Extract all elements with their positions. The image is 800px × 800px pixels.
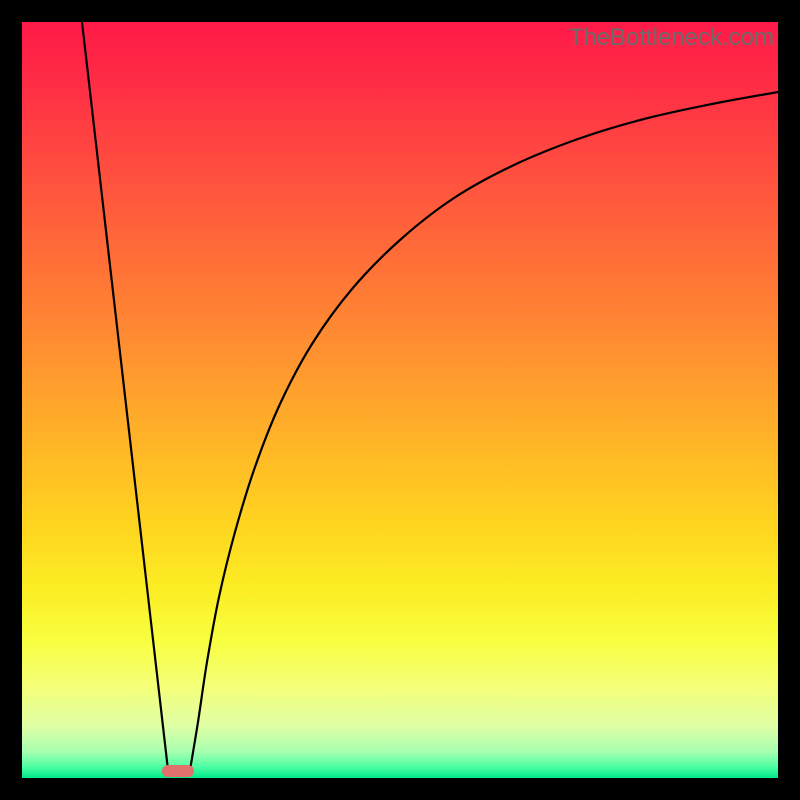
curve-right-branch [190, 92, 778, 770]
plot-area [22, 22, 778, 778]
watermark-text: TheBottleneck.com [569, 24, 774, 52]
curve-layer [22, 22, 778, 778]
bottleneck-chart: TheBottleneck.com [0, 0, 800, 800]
curve-left-branch [82, 22, 168, 770]
bottleneck-marker [162, 765, 194, 777]
